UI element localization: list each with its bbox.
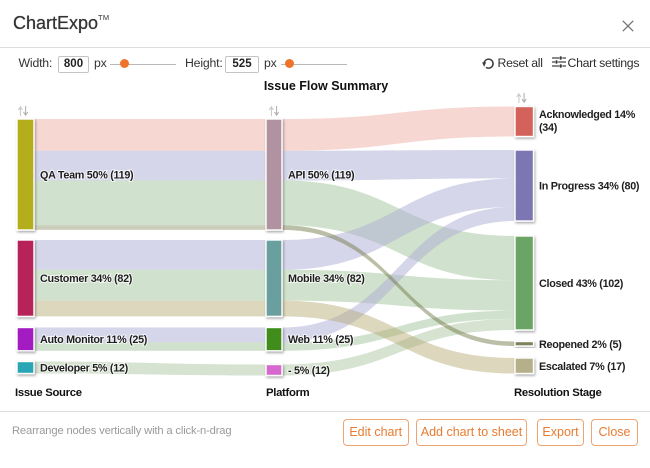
svg-text:Reopened 2% (5): Reopened 2% (5) [539, 339, 622, 351]
svg-text:Web 11% (25): Web 11% (25) [288, 334, 354, 346]
svg-text:QA Team 50% (119): QA Team 50% (119) [40, 170, 134, 182]
svg-text:Resolution Stage: Resolution Stage [514, 387, 601, 399]
svg-text:Escalated 7% (17): Escalated 7% (17) [539, 361, 626, 373]
svg-text:Issue Flow Summary: Issue Flow Summary [264, 79, 388, 93]
svg-text:- 5% (12): - 5% (12) [288, 365, 330, 377]
svg-text:Issue Source: Issue Source [15, 387, 82, 399]
svg-text:Customer 34% (82): Customer 34% (82) [40, 273, 133, 285]
svg-text:Acknowledged 14%: Acknowledged 14% [539, 109, 636, 121]
svg-text:Developer 5% (12): Developer 5% (12) [40, 363, 129, 375]
svg-text:(34): (34) [539, 122, 558, 134]
svg-text:Closed 43% (102): Closed 43% (102) [539, 278, 624, 290]
svg-text:Auto Monitor 11% (25): Auto Monitor 11% (25) [40, 334, 148, 346]
svg-text:Mobile 34% (82): Mobile 34% (82) [288, 273, 365, 285]
svg-text:API 50% (119): API 50% (119) [288, 170, 355, 182]
svg-text:Platform: Platform [266, 387, 310, 399]
svg-text:In Progress 34% (80): In Progress 34% (80) [539, 181, 640, 193]
